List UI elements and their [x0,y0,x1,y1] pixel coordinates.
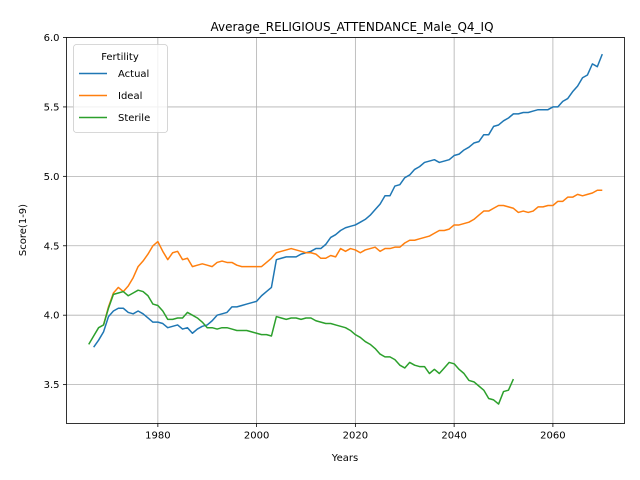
legend-box [73,44,168,133]
x-tick-label: 2020 [343,431,368,442]
series-layer [88,53,603,405]
legend-label-actual: Actual [118,69,149,80]
y-tick-label: 6.0 [44,33,60,44]
series-line-actual [93,53,603,348]
axis-ticks: 1980 2000 2020 2040 2060 3.5 4.0 4.5 5.0 5.5 6.0 [44,33,566,442]
x-tick-label: 1980 [145,431,170,442]
x-tick-label: 2060 [540,431,565,442]
y-tick-label: 5.5 [44,102,60,113]
chart-title: Average_RELIGIOUS_ATTENDANCE_Male_Q4_IQ [210,20,493,34]
legend-title: Fertility [101,52,139,63]
plot-frame [66,37,625,424]
y-tick-label: 4.5 [44,241,60,252]
x-tick-label: 2000 [244,431,269,442]
y-tick-label: 5.0 [44,172,60,183]
y-tick-label: 4.0 [44,311,60,322]
legend-label-sterile: Sterile [118,113,150,124]
series-line-ideal [102,189,603,326]
x-tick-label: 2040 [441,431,466,442]
y-axis-label: Score(1-9) [18,204,29,256]
y-tick-label: 3.5 [44,380,60,391]
series-line-sterile [88,289,515,405]
legend-label-ideal: Ideal [118,91,142,102]
legend-entries: Actual Ideal Sterile [79,69,150,124]
x-axis-label: Years [331,453,358,464]
legend: Fertility Actual Ideal Sterile [73,44,168,133]
